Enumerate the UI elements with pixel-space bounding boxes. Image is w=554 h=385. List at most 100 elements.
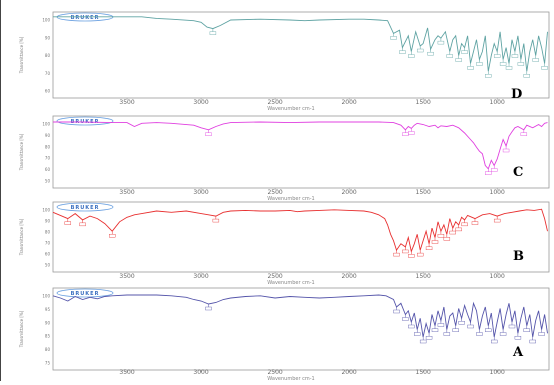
peak-label-box	[517, 62, 525, 66]
y-tick-label: 90	[45, 320, 51, 325]
y-tick-label: 95	[45, 307, 51, 312]
peak-label-box	[425, 246, 433, 251]
peak-label-box	[532, 58, 539, 62]
peak-label-box	[209, 31, 217, 35]
peak-label-box	[205, 132, 212, 136]
peak-label-box	[408, 324, 415, 329]
x-tick-label: 2500	[267, 369, 282, 376]
y-tick-label: 80	[45, 144, 51, 149]
y-tick-label: 70	[45, 71, 51, 76]
y-tick-label: 80	[45, 53, 51, 58]
peak-label-box	[514, 336, 522, 340]
spectrum-line	[53, 121, 548, 170]
panel-label-B: B	[513, 249, 524, 264]
y-tick-label: 80	[45, 230, 51, 235]
y-tick-label: 60	[45, 252, 51, 257]
y-tick-label: 100	[42, 122, 50, 127]
peak-label-box	[508, 324, 516, 329]
peak-label-box	[427, 51, 434, 56]
y-tick-label: 70	[45, 156, 51, 161]
peak-label-box	[64, 221, 72, 225]
y-tick-label: 50	[45, 179, 51, 184]
peak-label-box	[499, 332, 507, 336]
spectrum-panel-B: 3500 3000 2500 2000 1500 1000 Wavenumber cm-1 T…	[19, 201, 550, 286]
x-axis-title: Wavenumber cm-1	[267, 376, 314, 381]
spectrum-panel-C: 3500 3000 2500 2000 1500 1000 Wavenumber cm-1 T…	[19, 115, 550, 202]
panel-label-D: D	[511, 87, 522, 102]
peak-label-box	[485, 328, 492, 332]
peak-label-box	[402, 317, 409, 321]
y-tick-label: 60	[45, 167, 51, 172]
peak-label-box	[491, 168, 498, 172]
bruker-logo: BRUKER	[56, 288, 114, 298]
peak-label-box	[212, 218, 220, 223]
peak-label-box	[109, 233, 116, 238]
peak-label-box	[416, 252, 424, 257]
peak-label-box	[471, 221, 479, 225]
peak-label-box	[455, 58, 462, 62]
peak-label-box	[476, 62, 483, 66]
peak-label-box	[419, 339, 427, 344]
y-tick-label: 75	[45, 361, 51, 366]
spectrum-panel-A: 3500 3000 2500 2000 1500 1000 Wavenumber cm-1 T…	[19, 287, 550, 382]
peak-label-box	[452, 328, 459, 332]
x-tick-label: 2000	[341, 189, 356, 196]
peak-label-box	[416, 48, 424, 53]
y-axis-title: Transmittance [%]	[19, 36, 24, 74]
x-tick-label: 3500	[119, 189, 134, 196]
x-tick-label: 3500	[119, 99, 134, 106]
peak-label-box	[476, 332, 483, 336]
peak-label-box	[499, 62, 507, 66]
y-tick-label: 85	[45, 334, 51, 339]
x-tick-label: 3000	[193, 369, 208, 376]
spectrum-panel-D: 3500 3000 2500 2000 1500 1000 Wavenumber cm-1 T…	[19, 11, 550, 112]
peak-label-box	[502, 148, 510, 153]
x-tick-label: 2000	[341, 99, 356, 106]
panel-label-C: C	[513, 165, 523, 180]
peak-label-box	[493, 218, 501, 223]
x-tick-label: 1000	[490, 273, 505, 280]
x-tick-label: 2000	[341, 369, 356, 376]
peak-label-box	[393, 252, 400, 257]
peak-label-box	[437, 40, 445, 45]
x-axis-title: Wavenumber cm-1	[267, 280, 314, 286]
peak-label-box	[493, 54, 501, 58]
x-tick-label: 1500	[416, 189, 431, 196]
plot-frame	[52, 287, 550, 371]
spectrum-line	[53, 16, 548, 72]
peak-label-box	[461, 222, 468, 227]
bruker-logo-text: BRUKER	[71, 15, 100, 21]
x-tick-label: 3500	[119, 369, 134, 376]
plot-frame	[52, 11, 550, 99]
x-tick-label: 1000	[490, 99, 505, 106]
x-tick-label: 3500	[119, 273, 134, 280]
peak-label-box	[523, 74, 530, 78]
x-tick-label: 1000	[490, 369, 505, 376]
y-tick-label: 80	[45, 347, 51, 352]
x-axis-title: Wavenumber cm-1	[267, 196, 314, 202]
y-tick-label: 100	[42, 18, 50, 23]
peak-label-box	[446, 54, 453, 58]
peak-label-box	[443, 332, 451, 336]
x-tick-label: 3000	[193, 273, 208, 280]
y-tick-label: 50	[45, 263, 51, 268]
x-tick-label: 1000	[490, 189, 505, 196]
peak-label-box	[449, 230, 456, 235]
y-tick-label: 90	[45, 219, 51, 224]
peak-label-box	[425, 336, 433, 340]
peak-label-box	[505, 66, 513, 70]
peak-label-box	[461, 50, 468, 54]
peak-label-box	[402, 132, 409, 136]
y-tick-label: 60	[45, 89, 51, 94]
y-axis-title: Transmittance [%]	[19, 310, 24, 348]
peak-label-box	[408, 54, 415, 58]
bruker-logo-text: BRUKER	[71, 205, 100, 211]
y-tick-label: 100	[42, 208, 50, 213]
x-tick-label: 1500	[416, 369, 431, 376]
peak-label-box	[485, 171, 492, 175]
peak-label-box	[511, 54, 519, 58]
peak-label-box	[523, 328, 530, 332]
peak-label-box	[491, 339, 498, 344]
